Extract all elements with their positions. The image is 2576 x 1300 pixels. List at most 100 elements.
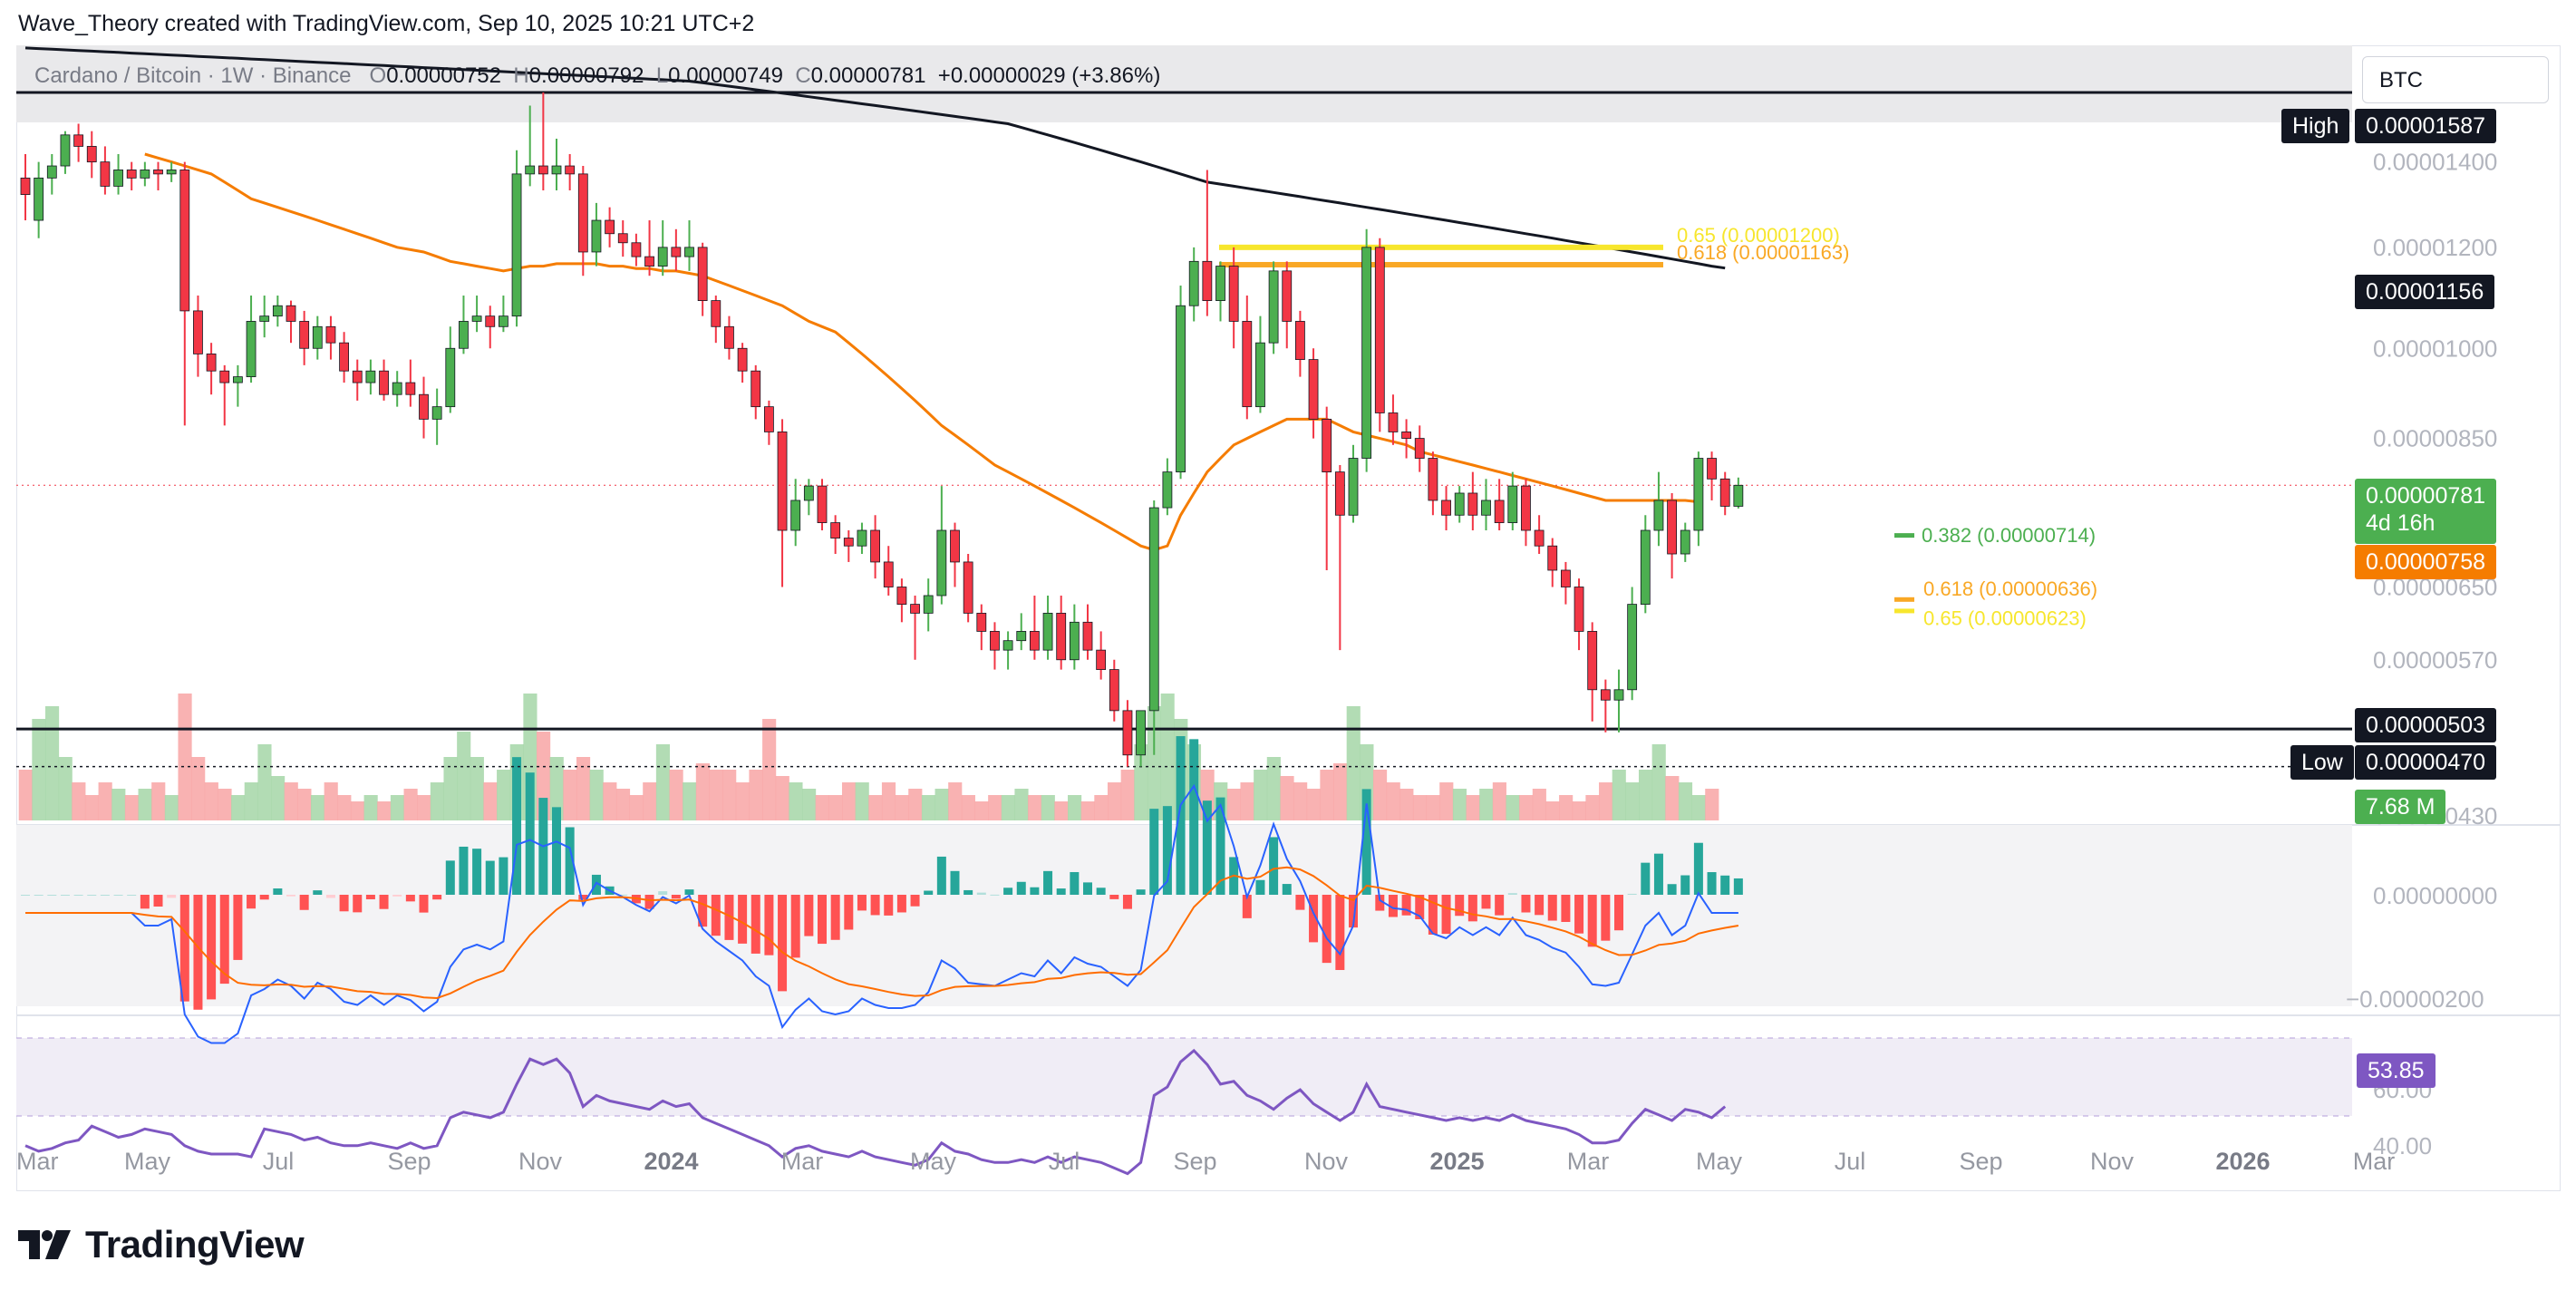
volume-bar [363,795,378,820]
fib-layer: 0.65 (0.00001200)0.618 (0.00001163) 0.382… [1219,224,2097,629]
candle-body [1707,458,1717,480]
macd-histogram-bar [684,889,694,895]
candle-body [1547,545,1558,571]
candle-body [1002,640,1013,651]
volume-bar [1226,789,1241,820]
macd-histogram-bar [1016,881,1026,895]
candle-body [113,170,123,187]
x-axis: Mar May Jul Sep Nov 2024 Mar May Jul Sep Nov 2025 Ma… [16,1148,2395,1175]
macd-histogram-bar [1269,837,1279,895]
macd-histogram-bar [764,895,774,956]
candle-body [246,321,257,378]
y-axis: 0.00001400 0.00001200 0.00001000 0.00000850… [2346,149,2497,1159]
volume-bar [1599,782,1613,820]
candle-body [1574,587,1584,632]
candle-body [605,219,615,235]
time-axis-label: 2025 [1429,1148,1484,1175]
macd-histogram-bar [525,772,535,895]
candle-body [1521,485,1531,531]
chart-credit: Wave_Theory created with TradingView.com… [18,11,755,36]
macd-histogram-bar [738,895,748,944]
volume-bar [284,782,298,820]
volume-bar [603,782,617,820]
candle-body [870,529,880,563]
open-value: 0.00000752 [386,63,501,88]
volume-bar [1585,795,1600,820]
macd-histogram-bar [818,895,827,945]
candle-body [1454,492,1465,516]
candle-body [565,165,576,175]
candle-body [325,325,336,344]
volume-bar [1147,706,1162,820]
macd-histogram-bar [1720,875,1730,895]
macd-histogram-bar [830,895,840,940]
currency-select[interactable]: BTC [2362,56,2549,103]
fib-label-upper_618: 0.618 (0.00001163) [1677,241,1849,264]
price-pane[interactable] [16,45,2561,825]
candle-body [1268,270,1279,344]
volume-bar [1041,795,1055,820]
volume-bar [1625,782,1640,820]
volume-bar [84,795,100,820]
macd-histogram-bar [896,895,906,913]
time-axis-label: Nov [2090,1148,2135,1175]
candle-body [1600,689,1611,701]
candle-body [711,300,721,327]
candle-body [166,170,177,175]
volume-bar [1001,795,1015,820]
candle-body [1680,529,1690,555]
chart-canvas[interactable]: 0.65 (0.00001200)0.618 (0.00001163) 0.382… [0,0,2576,1206]
candle-body [445,347,456,408]
time-axis-label: Mar [781,1148,824,1175]
macd-histogram-bar [976,892,986,895]
time-axis-label: Jul [263,1148,295,1175]
candle-body [923,595,934,614]
macd-histogram-bar [1003,888,1013,895]
volume-bar [32,719,46,820]
macd-histogram-bar [804,895,814,936]
volume-bar [961,795,975,820]
macd-histogram-bar [153,895,163,907]
macd-axis-label: 0.00000000 [2373,882,2497,909]
symbol-name[interactable]: Cardano / Bitcoin · 1W · Binance [34,63,352,88]
volume-bar [1399,789,1414,820]
volume-bar [1572,801,1586,820]
candle-body [1295,321,1305,361]
volume-bar [1028,795,1042,820]
volume-bar [1134,744,1148,820]
time-axis-label: Jul [1835,1148,1866,1175]
low-value-tag: 0.00000470 [2355,745,2497,780]
macd-histogram-bar [1030,887,1040,895]
macd-histogram-bar [618,894,628,896]
macd-histogram-bar [392,895,402,897]
macd-histogram-bar [73,895,83,896]
candle-body [431,406,442,420]
candle-body [60,134,71,167]
candle-body [100,161,111,187]
volume-bar [775,776,789,820]
volume-bar [669,770,683,820]
macd-histogram-bar [844,895,854,930]
macd-histogram-bar [1375,895,1385,911]
macd-histogram-bar [1388,895,1398,917]
candle-body [1322,418,1332,473]
candle-body [485,315,496,327]
macd-histogram-bar [1507,893,1517,895]
tradingview-logo[interactable]: TradingView [18,1219,305,1270]
macd-histogram-bar [1693,842,1703,895]
candle-body [1334,471,1345,516]
macd-histogram-bar [140,895,150,909]
candle-body [259,315,270,322]
volume-bar [643,782,657,820]
volume-bar [1254,770,1268,820]
candle-body [1188,260,1199,306]
candle-body [1388,412,1399,432]
volume-bar [1532,789,1546,820]
volume-bar [470,757,484,820]
fib-label-lower_65: 0.65 (0.00000623) [1923,606,2087,629]
volume-bar [1678,782,1693,820]
volume-bar [244,782,258,820]
candle-body [352,370,363,383]
volume-bar [443,757,458,820]
volume-bar [908,789,923,820]
